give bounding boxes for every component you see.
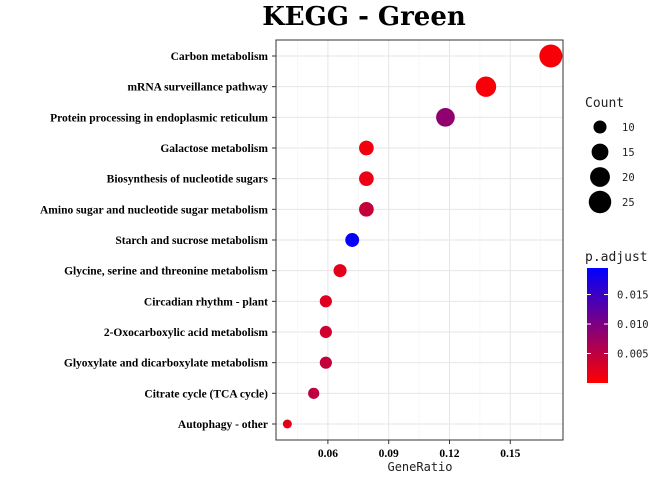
y-axis-labels: Carbon metabolism mRNA surveillance pathw…: [40, 51, 276, 431]
count-legend-key: [590, 167, 610, 187]
colorbar-label: 0.005: [617, 349, 649, 361]
data-point: [475, 76, 497, 97]
x-tick-label: 0.15: [500, 448, 520, 460]
count-legend-label: 10: [622, 122, 635, 134]
data-point: [359, 201, 374, 217]
y-tick-label: Starch and sucrose metabolism: [115, 235, 268, 247]
data-point: [345, 233, 360, 247]
y-tick-label: Citrate cycle (TCA cycle): [144, 388, 268, 400]
y-tick-label: 2-Oxocarboxylic acid metabolism: [104, 327, 269, 339]
data-point: [333, 264, 347, 278]
count-legend-label: 15: [622, 147, 635, 159]
data-point: [539, 44, 563, 68]
y-tick-label: Autophagy - other: [178, 419, 268, 431]
y-tick-label: Galactose metabolism: [160, 143, 268, 155]
grid: [276, 40, 563, 440]
p-adjust-colorbar: [587, 268, 608, 383]
count-legend: Count 10 15 20 25: [585, 96, 635, 214]
y-tick-label: Glyoxylate and dicarboxylate metabolism: [64, 358, 269, 370]
count-legend-title: Count: [585, 96, 624, 111]
count-legend-key: [593, 120, 607, 134]
x-tick-label: 0.09: [379, 448, 399, 460]
data-point: [359, 140, 374, 156]
count-legend-key: [591, 143, 609, 161]
count-legend-label: 20: [622, 172, 635, 184]
x-axis: 0.06 0.09 0.12 0.15: [318, 440, 521, 460]
y-tick-label: Circadian rhythm - plant: [144, 296, 268, 308]
colorbar-label: 0.015: [617, 290, 649, 302]
y-tick-label: mRNA surveillance pathway: [127, 82, 268, 94]
data-point: [319, 295, 332, 308]
x-tick-label: 0.12: [439, 448, 459, 460]
chart-title: KEGG - Green: [262, 2, 466, 32]
y-tick-label: Protein processing in endoplasmic reticu…: [50, 112, 268, 124]
p-adjust-legend-title: p.adjust: [585, 250, 648, 265]
data-point: [308, 387, 320, 399]
count-legend-label: 25: [622, 197, 635, 209]
colorbar-label: 0.010: [617, 319, 649, 331]
data-point: [319, 325, 332, 339]
data-point: [359, 171, 374, 187]
p-adjust-legend: p.adjust 0.015 0.010 0.005: [585, 250, 649, 383]
x-tick-label: 0.06: [318, 448, 338, 460]
y-tick-label: Carbon metabolism: [171, 51, 269, 63]
y-tick-label: Amino sugar and nucleotide sugar metabol…: [40, 204, 268, 216]
y-tick-label: Glycine, serine and threonine metabolism: [64, 266, 268, 278]
data-point: [282, 419, 292, 429]
count-legend-key: [588, 190, 612, 214]
data-points: [282, 44, 563, 429]
data-point: [319, 356, 332, 369]
data-point: [436, 107, 455, 127]
x-axis-title: GeneRatio: [387, 460, 452, 474]
y-tick-label: Biosynthesis of nucleotide sugars: [107, 174, 269, 186]
